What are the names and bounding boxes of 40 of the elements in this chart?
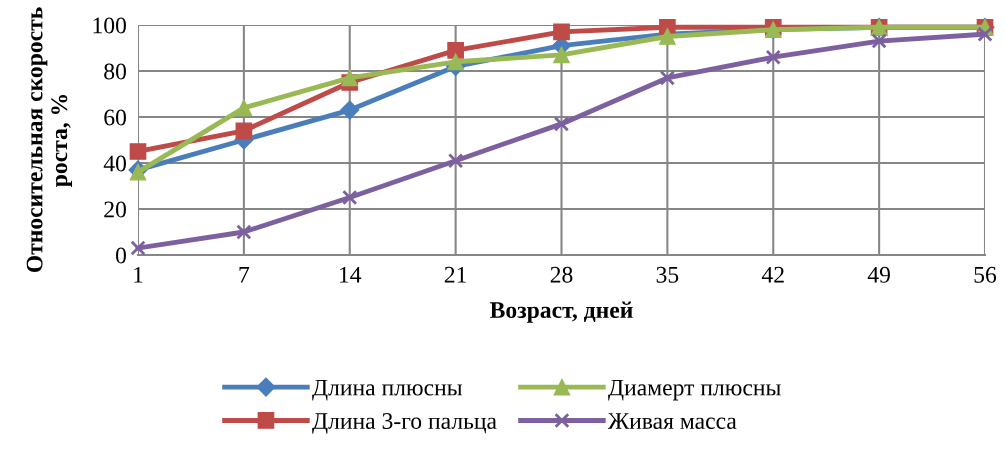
x-tick-label: 49 [867,266,890,283]
point [342,189,358,206]
y-tick-label: 40 [103,155,126,172]
point [553,46,570,64]
point [977,26,993,42]
point [236,224,252,240]
legend-label: Длина 3-го пальца [312,413,497,434]
x-tick-label: 1 [134,266,143,283]
legend-label: Длина плюсны [312,379,463,401]
x-axis-title: Возраст, дней [490,301,633,323]
legend-label: Живая масса [607,413,737,429]
x-tick-label: 28 [550,266,573,283]
point [130,240,146,256]
legend-label: Диамерт плюсны [608,379,781,401]
point [129,143,147,160]
x-tick-label: 42 [761,266,784,283]
point [235,122,253,140]
x-tick-label: 56 [974,266,997,283]
x-tick-label: 7 [239,267,250,283]
y-axis-title: Относительная скорость роста, % [26,7,73,273]
point [340,100,360,120]
point [341,69,359,87]
point [871,33,887,49]
point [553,116,570,132]
x-tick-label: 14 [340,266,362,283]
point [447,41,464,59]
point [659,28,676,45]
x-tick-label: 35 [656,266,679,283]
x-tick-label: 21 [444,266,467,283]
y-tick-label: 60 [104,109,126,126]
point [235,99,253,117]
point [659,70,676,86]
y-tick-label: 80 [104,63,126,80]
point [447,53,464,71]
point [765,49,781,65]
y-tick-label: 20 [104,201,126,218]
y-tick-label: 0 [115,247,126,264]
point [447,153,464,169]
point [553,23,570,41]
y-tick-label: 100 [93,17,126,34]
